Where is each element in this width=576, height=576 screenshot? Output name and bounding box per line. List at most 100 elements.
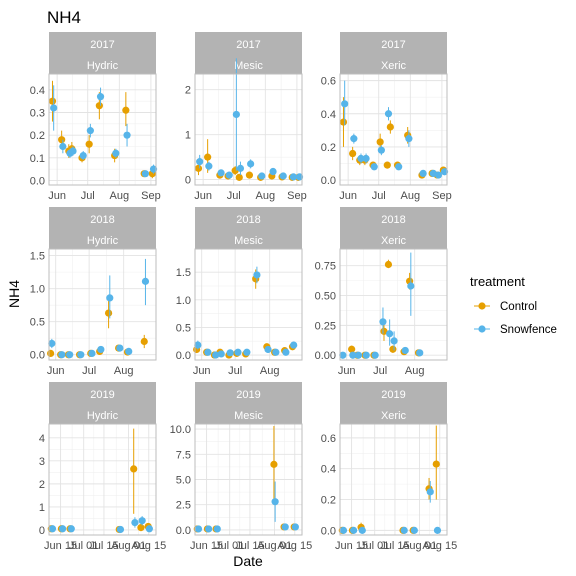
x-tick-label: Jul	[373, 365, 387, 377]
data-point	[279, 172, 287, 180]
data-point	[79, 151, 87, 160]
data-point	[295, 173, 304, 181]
data-point	[217, 350, 225, 358]
x-tick-label: Jul 01	[360, 540, 389, 552]
data-point	[272, 348, 280, 356]
strip-year-label: 2019	[90, 389, 114, 401]
facet-strip	[195, 207, 302, 249]
y-tick-label: 0.0	[321, 175, 336, 187]
data-point	[400, 526, 408, 534]
y-tick-label: 0.4	[321, 109, 336, 121]
data-point	[419, 169, 427, 178]
y-tick-label: 1.0	[176, 295, 191, 307]
data-point	[253, 271, 261, 279]
data-point	[339, 526, 348, 534]
data-point	[104, 309, 113, 317]
x-tick-label: Jul 15	[235, 540, 264, 552]
x-tick-label: Aug 01	[257, 540, 292, 552]
data-point	[350, 526, 358, 534]
data-point	[204, 153, 212, 161]
data-point	[357, 154, 365, 163]
data-point	[434, 171, 443, 179]
series-control	[47, 428, 152, 534]
data-point	[405, 135, 413, 143]
facet-strip	[49, 382, 156, 424]
data-point	[125, 347, 133, 356]
y-tick-label: 0.75	[315, 261, 336, 273]
data-point	[232, 110, 240, 119]
data-point	[384, 110, 393, 118]
plot-title: NH4	[47, 8, 81, 27]
panel-2017-mesic: 2017 Mesic 0 1 2 Jun Jul Aug Sep	[185, 32, 307, 202]
y-tick-label: 0.0	[321, 525, 336, 537]
facet-strip	[340, 207, 447, 249]
data-point	[389, 345, 397, 353]
x-tick-label: Aug	[110, 190, 130, 202]
data-point	[138, 517, 146, 525]
y-tick-label: 0.0	[30, 350, 45, 362]
x-tick-label: Aug 01	[111, 540, 146, 552]
series-snowfence	[194, 266, 298, 359]
data-point	[236, 164, 245, 172]
data-point	[358, 526, 366, 534]
x-tick-label: Aug 15	[422, 540, 457, 552]
panel-border	[194, 248, 303, 361]
y-tick-label: 0.0	[176, 525, 191, 537]
data-point	[349, 149, 357, 158]
data-point	[386, 123, 394, 131]
y-tick-label: 4	[39, 433, 45, 445]
x-tick-label: Jun	[47, 365, 65, 377]
panel-border	[194, 423, 303, 536]
data-point	[390, 337, 398, 345]
y-tick-label: 5.0	[176, 475, 191, 487]
series-control	[338, 425, 440, 534]
data-point	[401, 346, 409, 355]
data-point	[234, 348, 242, 356]
series-snowfence	[194, 481, 299, 533]
strip-site-label: Xeric	[381, 60, 407, 72]
legend: treatment Control Snowfence	[470, 274, 557, 336]
y-tick-label: 0	[185, 175, 191, 187]
x-tick-label: Aug	[114, 365, 134, 377]
data-point	[204, 348, 212, 356]
data-point	[122, 106, 130, 114]
data-point	[348, 345, 356, 353]
data-point	[48, 525, 57, 533]
series-snowfence	[50, 85, 158, 178]
y-tick-label: 0.0	[176, 350, 191, 362]
y-tick-label: 1.5	[176, 267, 191, 279]
facet-strip	[340, 32, 447, 74]
data-point	[416, 349, 424, 357]
panel-border	[339, 248, 448, 361]
data-point	[247, 160, 255, 168]
y-tick-label: 1	[185, 130, 191, 142]
data-point	[350, 135, 358, 143]
x-tick-label: Jul	[82, 365, 96, 377]
data-point	[116, 344, 124, 352]
legend-key-control-point	[478, 302, 486, 310]
data-point	[383, 161, 391, 169]
y-tick-label: 3	[39, 456, 45, 468]
data-point	[225, 171, 233, 179]
series-snowfence	[341, 80, 449, 179]
data-point	[58, 351, 66, 359]
facet-strip	[340, 382, 447, 424]
strip-year-label: 2019	[236, 389, 260, 401]
x-tick-label: Jul 15	[89, 540, 118, 552]
data-point	[377, 146, 385, 154]
legend-label-snowfence: Snowfence	[500, 324, 557, 336]
data-point	[269, 167, 277, 176]
x-tick-label: Jun	[339, 190, 357, 202]
y-tick-label: 0.2	[30, 130, 45, 142]
strip-site-label: Hydric	[87, 410, 119, 422]
panel-2018-xeric: 2018 Xeric 0.00 0.25 0.50 0.75 Jun Jul Aug	[315, 207, 448, 377]
strip-site-label: Hydric	[87, 235, 119, 247]
data-point	[212, 351, 220, 359]
legend-title: treatment	[470, 274, 525, 289]
data-point	[271, 498, 279, 506]
strip-year-label: 2019	[381, 389, 405, 401]
x-tick-label: Jun 15	[190, 540, 223, 552]
data-point	[258, 172, 266, 180]
legend-key-snowfence-point	[478, 325, 486, 333]
